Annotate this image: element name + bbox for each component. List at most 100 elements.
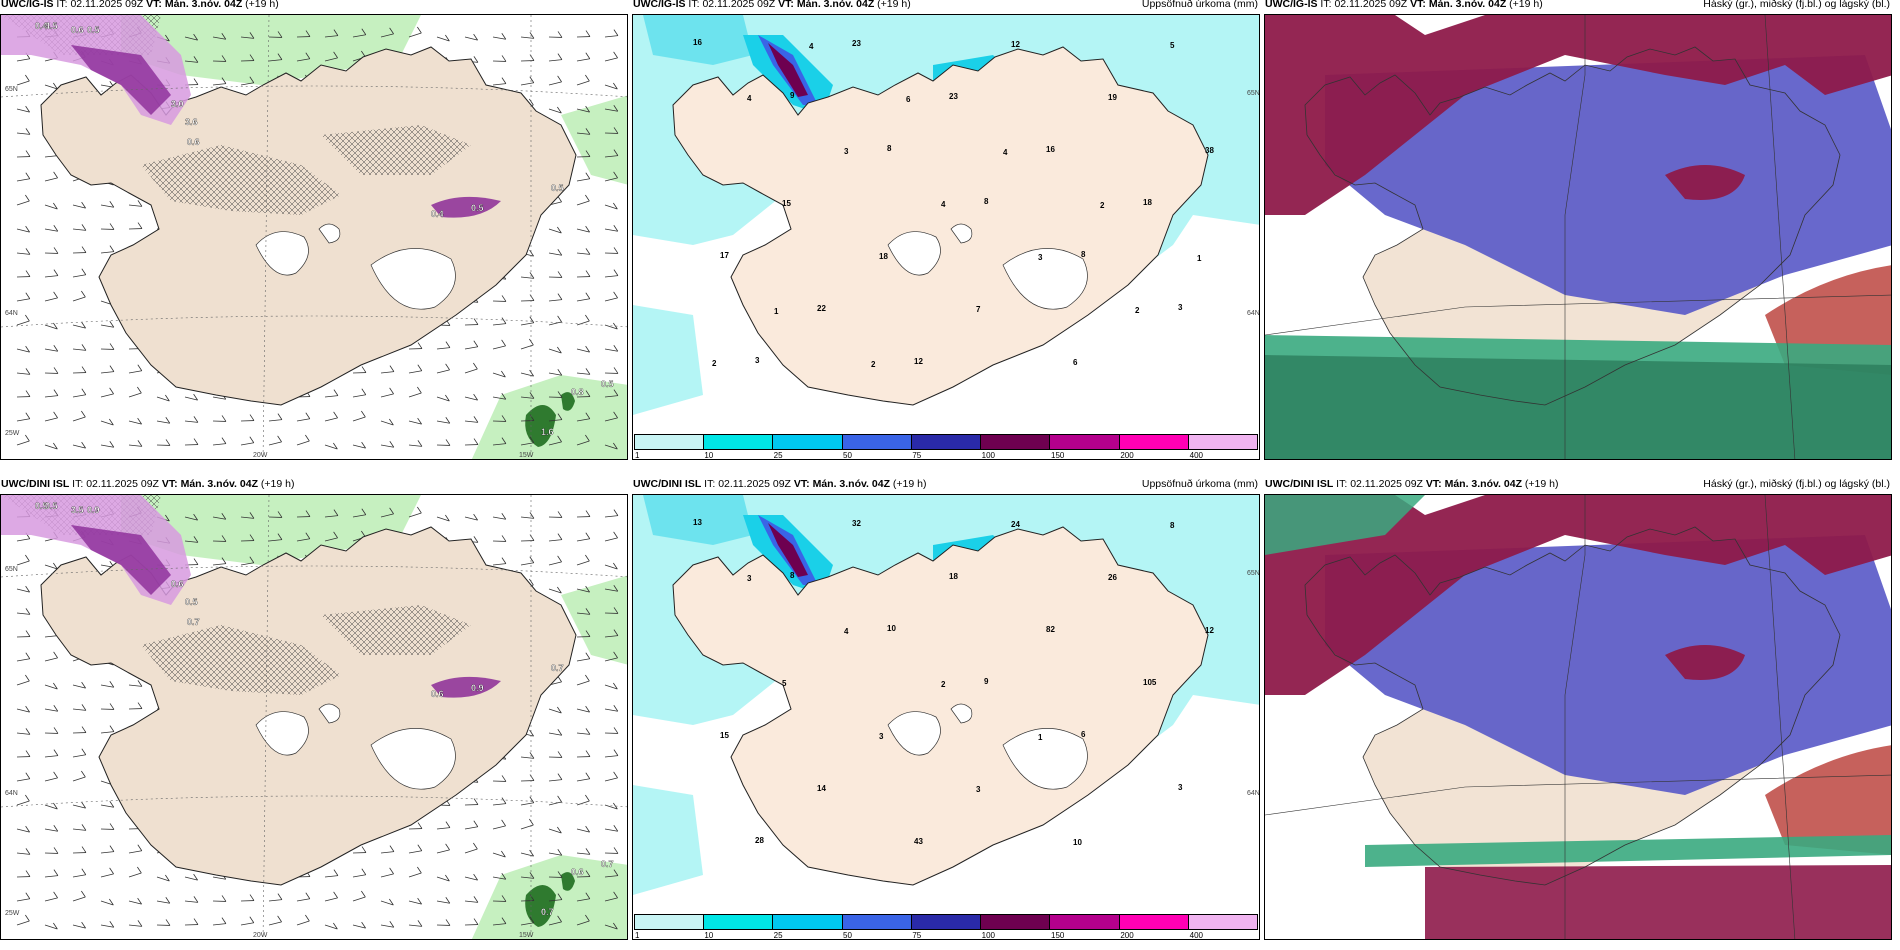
precip-colorbar: 1 10 25 50 75 100 150 200 400 [633, 433, 1259, 460]
colorbar-tick: 75 [912, 931, 922, 940]
precip-colorbar: 1 10 25 50 75 100 150 200 400 [633, 913, 1259, 940]
model-name: UWC/IG-IS [1, 0, 54, 10]
panel-title: Uppsöfnuð úrkoma (mm) [1141, 0, 1258, 10]
precip-value-label: 23 [949, 92, 958, 101]
axis-label-lat65: 65N [1247, 90, 1260, 97]
precip-value-label: 9 [984, 677, 989, 686]
precip-value-label: 1 [1197, 254, 1202, 263]
precip-value-label: 15 [720, 731, 729, 740]
colorbar-swatch [1188, 435, 1257, 449]
precip-value-label: 2 [1135, 306, 1140, 315]
precip-value-label: 28 [755, 836, 764, 845]
axis-label-lat64: 64N [1247, 790, 1260, 797]
panel-header: UWC/DINI ISL IT: 02.11.2025 09Z VT: Mán.… [1265, 478, 1890, 490]
precip-value-label: 15 [782, 199, 791, 208]
colorbar-swatch [981, 435, 1051, 449]
wind-value-label: 0.9 [471, 683, 484, 693]
panel-header: UWC/DINI ISL IT: 02.11.2025 09Z VT: Mán.… [1, 478, 295, 490]
wind-map-svg: 0.44.5 0.6 0.53.03.60.60.40.50.51.60.80.56… [1, 15, 627, 459]
precip-value-label: 38 [1205, 146, 1214, 155]
precip-value-label: 8 [790, 571, 795, 580]
panel-precip-bottom: UWC/DINI ISL IT: 02.11.2025 09Z VT: Mán.… [632, 478, 1260, 940]
wind-value-label: 0.8 [571, 387, 584, 397]
precip-value-label: 12 [914, 357, 923, 366]
precip-value-label: 23 [852, 39, 861, 48]
wind-value-label: 0.5 [45, 501, 58, 511]
precip-value-label: 3 [844, 147, 849, 156]
colorbar-swatch [1050, 435, 1120, 449]
wind-map-top: 0.4 4.5 0.6 0.5 3.0 3.6 0.6 0.4 0.5 0.5 1.6 0.8 0.5 6… [0, 14, 628, 460]
precip-value-label: 14 [817, 784, 826, 793]
axis-label-lat64: 64N [5, 790, 18, 797]
cloud-map-svg [1265, 15, 1891, 459]
precip-value-label: 6 [1081, 730, 1086, 739]
colorbar-swatch [911, 435, 982, 449]
precip-map-svg: 13 8 10 9 6 3 28 32 18 82 105 15 14 43 24 26 12 5 3 3 10 8 3 4 2… [633, 495, 1260, 895]
precip-value-label: 3 [1178, 783, 1183, 792]
precip-value-label: 22 [817, 304, 826, 313]
precip-value-label: 6 [1073, 358, 1078, 367]
axis-label-lat65: 65N [1247, 570, 1260, 577]
precip-value-label: 32 [852, 519, 861, 528]
precip-value-label: 13 [693, 518, 702, 527]
precip-value-label: 16 [693, 38, 702, 47]
precip-value-label: 2 [941, 680, 946, 689]
colorbar-tick: 10 [704, 451, 714, 460]
panel-header: UWC/IG-IS IT: 02.11.2025 09Z VT: Mán. 3.… [1264, 0, 1892, 12]
colorbar-swatch [635, 435, 705, 449]
precip-value-label: 19 [1108, 93, 1117, 102]
precip-value-label: 3 [976, 785, 981, 794]
colorbar-tick: 50 [843, 931, 852, 940]
precip-value-label: 8 [1170, 521, 1175, 530]
precip-value-label: 16 [1046, 145, 1055, 154]
precip-value-label: 26 [1108, 573, 1117, 582]
axis-label-lat64: 64N [5, 310, 18, 317]
colorbar-swatch [704, 915, 774, 929]
wind-value-label: 0.6 [71, 25, 84, 35]
colorbar-tick: 1 [635, 451, 640, 460]
axis-label-lat65: 65N [5, 86, 18, 93]
wind-value-label: 0.6 [187, 137, 200, 147]
colorbar-swatch [842, 915, 912, 929]
colorbar-swatch [1119, 915, 1189, 929]
wind-value-label: 0.5 [551, 183, 564, 193]
colorbar-tick: 200 [1120, 931, 1134, 940]
wind-value-label: 0.4 [431, 209, 444, 219]
colorbar-tick: 25 [773, 451, 783, 460]
precip-value-label: 7 [976, 305, 981, 314]
precip-value-label: 2 [1100, 201, 1105, 210]
precip-value-label: 2 [871, 360, 876, 369]
colorbar-tick: 10 [704, 931, 714, 940]
precip-value-label: 8 [984, 197, 989, 206]
wind-value-label: 0.5 [185, 597, 198, 607]
precip-value-label: 82 [1046, 625, 1055, 634]
wind-value-label: 0.7 [551, 663, 564, 673]
panel-title: Háský (gr.), miðský (fj.bl.) og lágský (… [1703, 0, 1890, 10]
precip-map-svg: 1698883323231618172212121938151876543432… [633, 15, 1260, 415]
wind-value-label: 3.5 [71, 505, 84, 515]
wind-value-label: 4.5 [45, 21, 58, 31]
precip-value-label: 2 [712, 359, 717, 368]
precip-value-label: 3 [1178, 303, 1183, 312]
precip-value-label: 3 [1038, 253, 1043, 262]
panel-header: UWC/DINI ISL IT: 02.11.2025 09Z VT: Mán.… [633, 478, 1258, 490]
precip-value-label: 12 [1011, 40, 1020, 49]
panel-cloud-bottom: UWC/DINI ISL IT: 02.11.2025 09Z VT: Mán.… [1264, 478, 1892, 940]
precip-map-bottom: 13 8 10 9 6 3 28 32 18 82 105 15 14 43 24 26 12 5 3 3 10 8 3 4 2… [632, 494, 1260, 940]
wind-value-label: 3.6 [185, 117, 198, 127]
precip-value-label: 10 [1073, 838, 1082, 847]
wind-value-label: 0.6 [571, 867, 584, 877]
wind-value-label: 1.6 [541, 427, 554, 437]
panel-title: Uppsöfnuð úrkoma (mm) [1141, 478, 1258, 490]
precip-value-label: 8 [887, 144, 892, 153]
axis-label-lon15: 15W [519, 452, 534, 459]
wind-value-label: 0.5 [601, 379, 614, 389]
colorbar-swatch [842, 435, 912, 449]
wind-value-label: 0.6 [431, 689, 444, 699]
colorbar-swatch [1050, 915, 1120, 929]
wind-value-label: 0.7 [601, 859, 614, 869]
precip-value-label: 3 [755, 356, 760, 365]
colorbar-swatch [981, 915, 1051, 929]
cloud-map-top [1264, 14, 1892, 460]
axis-label-lat64: 64N [1247, 310, 1260, 317]
